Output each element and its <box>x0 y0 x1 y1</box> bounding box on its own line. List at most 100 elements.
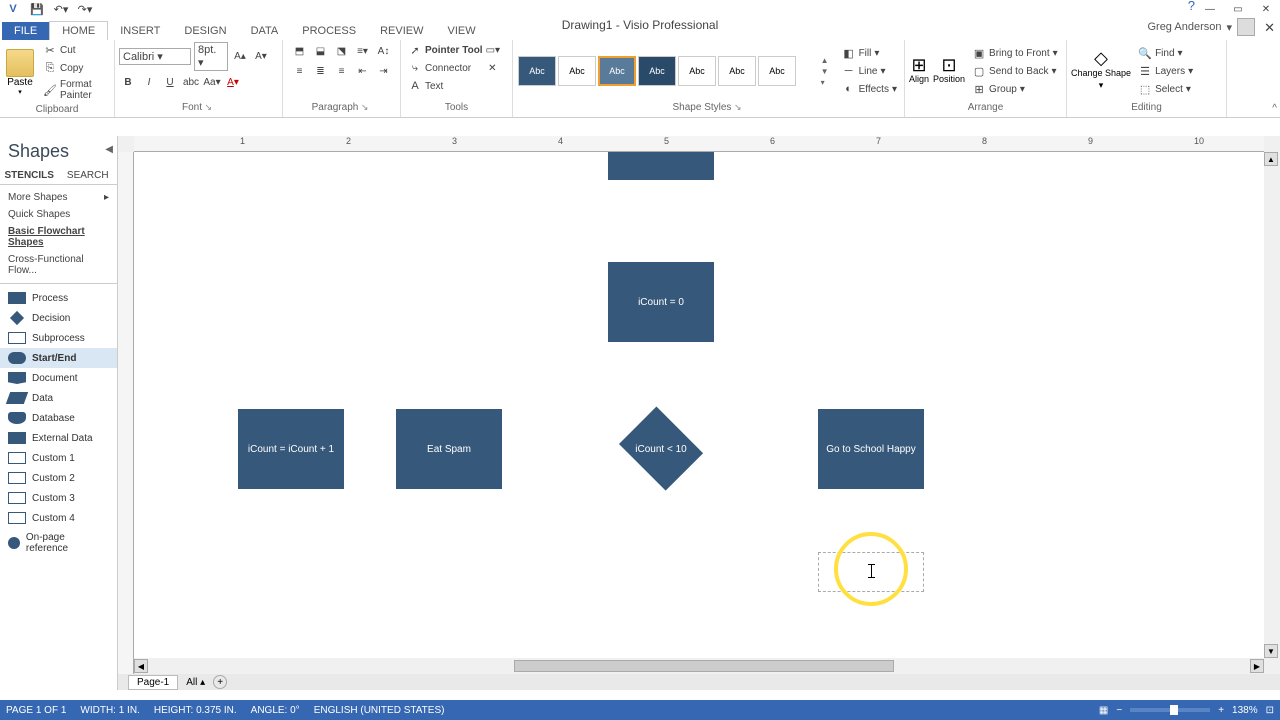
paste-button[interactable]: Paste▾ <box>4 47 36 98</box>
bullets-button[interactable]: ≡▾ <box>354 42 372 60</box>
align-top-button[interactable]: ⬒ <box>291 42 309 60</box>
tab-design[interactable]: DESIGN <box>172 22 238 40</box>
stencils-tab[interactable]: STENCILS <box>0 167 59 184</box>
decrease-indent-button[interactable]: ⇤ <box>354 62 372 80</box>
stencil-quick-shapes[interactable]: Quick Shapes <box>0 206 117 223</box>
shape-onpage-ref[interactable]: On-page reference <box>0 528 117 558</box>
align-middle-button[interactable]: ⬓ <box>312 42 330 60</box>
drawing-canvas[interactable]: iCount = 0 iCount = iCount + 1 Eat Spam iCo… <box>134 152 1264 658</box>
gallery-up-button[interactable]: ▲ <box>821 56 829 65</box>
scrollbar-horizontal[interactable]: ◀ ▶ <box>134 658 1264 674</box>
paragraph-launcher[interactable]: ↘ <box>358 102 371 112</box>
zoom-slider[interactable] <box>1130 708 1210 712</box>
search-tab[interactable]: SEARCH <box>59 167 118 184</box>
bold-button[interactable]: B <box>119 73 137 91</box>
shapes-collapse-button[interactable]: ◀ <box>105 144 113 155</box>
bring-front-button[interactable]: ▣Bring to Front▾ <box>969 45 1061 61</box>
tab-view[interactable]: VIEW <box>435 22 487 40</box>
shape-subprocess[interactable]: Subprocess <box>0 328 117 348</box>
stencil-basic-flowchart[interactable]: Basic Flowchart Shapes <box>0 223 117 251</box>
pointer-tool-button[interactable]: ➚Pointer Tool▭▾ <box>405 42 503 58</box>
shape-custom4[interactable]: Custom 4 <box>0 508 117 528</box>
flowchart-init[interactable]: iCount = 0 <box>608 262 714 342</box>
add-page-button[interactable]: + <box>213 675 227 689</box>
align-button[interactable]: ⊞Align <box>909 58 929 84</box>
align-bottom-button[interactable]: ⬔ <box>333 42 351 60</box>
shape-document[interactable]: Document <box>0 368 117 388</box>
shape-data[interactable]: Data <box>0 388 117 408</box>
minimize-button[interactable]: — <box>1196 0 1224 18</box>
layers-button[interactable]: ☰Layers▾ <box>1135 63 1196 79</box>
gallery-down-button[interactable]: ▼ <box>821 67 829 76</box>
line-button[interactable]: ─Line▾ <box>839 63 900 79</box>
help-icon[interactable]: ? <box>1188 0 1195 13</box>
align-left-button[interactable]: ≡ <box>291 62 309 80</box>
effects-button[interactable]: ◐Effects▾ <box>839 81 900 97</box>
tab-file[interactable]: FILE <box>2 22 49 40</box>
position-button[interactable]: ⊡Position <box>933 58 965 84</box>
increase-indent-button[interactable]: ⇥ <box>375 62 393 80</box>
flowchart-eat[interactable]: Eat Spam <box>396 409 502 489</box>
tab-home[interactable]: HOME <box>49 21 108 40</box>
user-name[interactable]: Greg Anderson <box>1147 21 1221 33</box>
format-painter-button[interactable]: 🖌Format Painter <box>40 78 110 102</box>
shape-custom3[interactable]: Custom 3 <box>0 488 117 508</box>
shape-custom1[interactable]: Custom 1 <box>0 448 117 468</box>
align-right-button[interactable]: ≡ <box>333 62 351 80</box>
text-direction-button[interactable]: A↕ <box>375 42 393 60</box>
flowchart-inc[interactable]: iCount = iCount + 1 <box>238 409 344 489</box>
shape-custom2[interactable]: Custom 2 <box>0 468 117 488</box>
shape-external-data[interactable]: External Data <box>0 428 117 448</box>
flowchart-dec[interactable]: iCount < 10 <box>614 411 708 487</box>
tab-process[interactable]: PROCESS <box>290 22 368 40</box>
redo-icon[interactable]: ↷▾ <box>77 1 93 17</box>
collapse-ribbon-button[interactable]: ^ <box>1272 103 1277 114</box>
maximize-button[interactable]: ▭ <box>1224 0 1252 18</box>
font-size-select[interactable]: 8pt. ▾ <box>194 42 228 71</box>
case-button[interactable]: Aa▾ <box>203 73 221 91</box>
fill-button[interactable]: ◧Fill▾ <box>839 45 900 61</box>
underline-button[interactable]: U <box>161 73 179 91</box>
group-button[interactable]: ⊞Group▾ <box>969 81 1061 97</box>
strike-button[interactable]: abc <box>182 73 200 91</box>
find-button[interactable]: 🔍Find▾ <box>1135 45 1196 61</box>
grow-font-button[interactable]: A▴ <box>231 48 249 66</box>
style-gallery[interactable]: Abc Abc Abc Abc Abc Abc Abc <box>517 55 821 87</box>
zoom-level[interactable]: 138% <box>1232 705 1258 716</box>
close-button[interactable]: ✕ <box>1252 0 1280 18</box>
font-name-select[interactable]: Calibri ▾ <box>119 48 191 65</box>
gallery-more-button[interactable]: ▾ <box>821 78 829 87</box>
change-shape-button[interactable]: ◇Change Shape▾ <box>1071 52 1131 91</box>
shrink-font-button[interactable]: A▾ <box>252 48 270 66</box>
flowchart-top[interactable] <box>608 152 714 180</box>
fit-page-button[interactable]: ⊡ <box>1266 705 1274 716</box>
copy-button[interactable]: ⎘Copy <box>40 60 110 76</box>
styles-launcher[interactable]: ↘ <box>731 102 744 112</box>
zoom-in-button[interactable]: + <box>1218 705 1224 716</box>
align-center-button[interactable]: ≣ <box>312 62 330 80</box>
stencil-more-shapes[interactable]: More Shapes▸ <box>0 189 117 206</box>
shape-decision[interactable]: Decision <box>0 308 117 328</box>
shape-process[interactable]: Process <box>0 288 117 308</box>
text-tool-button[interactable]: AText <box>405 78 446 94</box>
tab-data[interactable]: DATA <box>239 22 291 40</box>
send-back-button[interactable]: ▢Send to Back▾ <box>969 63 1061 79</box>
page-tab-1[interactable]: Page-1 <box>128 675 178 690</box>
cut-button[interactable]: ✂Cut <box>40 42 110 58</box>
italic-button[interactable]: I <box>140 73 158 91</box>
select-button[interactable]: ⬚Select▾ <box>1135 81 1196 97</box>
stencil-cross-functional[interactable]: Cross-Functional Flow... <box>0 251 117 279</box>
scrollbar-vertical[interactable]: ▲ ▼ <box>1264 152 1280 658</box>
undo-icon[interactable]: ↶▾ <box>53 1 69 17</box>
tab-insert[interactable]: INSERT <box>108 22 172 40</box>
flowchart-school[interactable]: Go to School Happy <box>818 409 924 489</box>
all-pages-button[interactable]: All ▴ <box>186 677 205 688</box>
shape-database[interactable]: Database <box>0 408 117 428</box>
close-document-button[interactable]: ✕ <box>1264 20 1275 36</box>
connector-tool-button[interactable]: ⤷Connector✕ <box>405 60 500 76</box>
font-color-button[interactable]: A▾ <box>224 73 242 91</box>
tab-review[interactable]: REVIEW <box>368 22 435 40</box>
presentation-mode-button[interactable]: ▦ <box>1099 705 1108 716</box>
zoom-out-button[interactable]: − <box>1116 705 1122 716</box>
font-launcher[interactable]: ↘ <box>202 102 215 112</box>
